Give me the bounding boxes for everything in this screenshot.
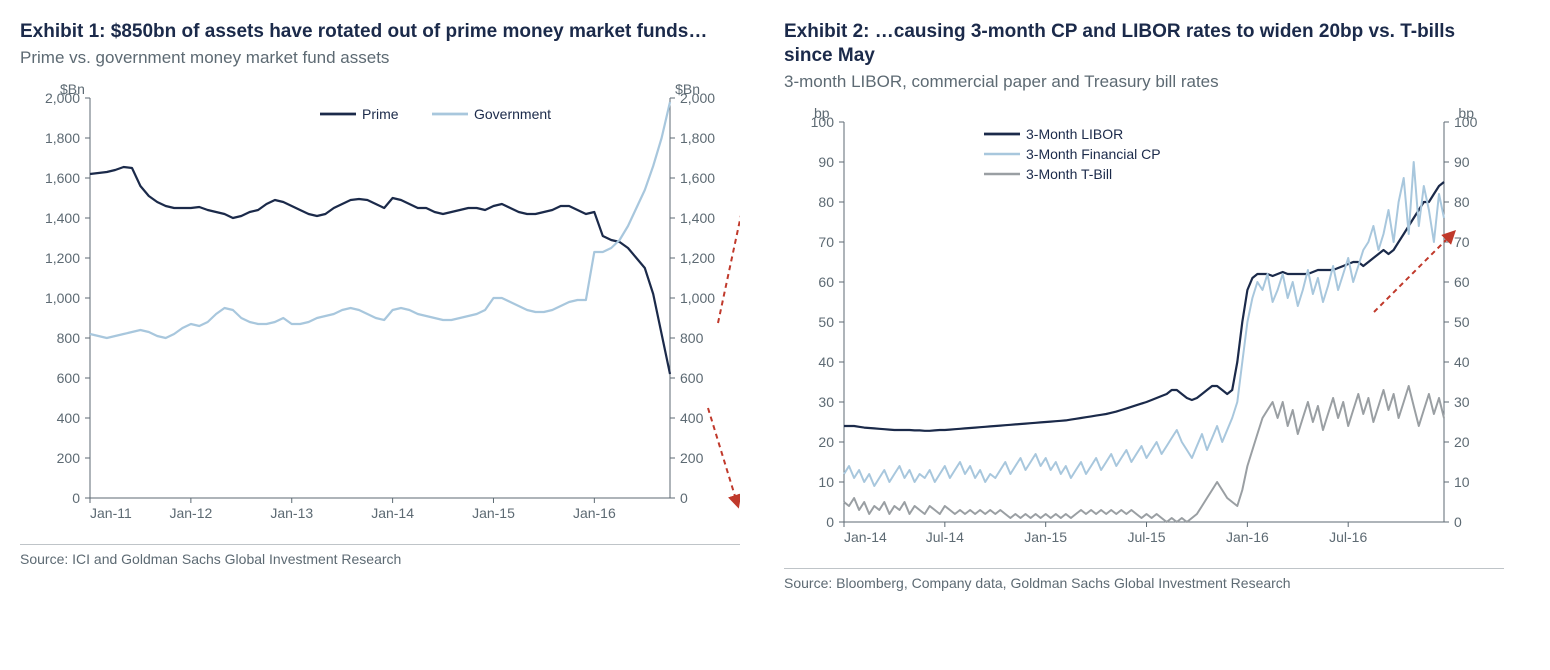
svg-text:400: 400 [680, 410, 704, 426]
svg-text:50: 50 [818, 314, 834, 330]
svg-text:200: 200 [680, 450, 704, 466]
svg-text:70: 70 [1454, 234, 1470, 250]
svg-text:10: 10 [818, 474, 834, 490]
svg-text:Jan-16: Jan-16 [1226, 529, 1269, 545]
exhibit2-source: Source: Bloomberg, Company data, Goldman… [784, 568, 1504, 591]
svg-text:1,000: 1,000 [45, 290, 80, 306]
svg-text:Jan-14: Jan-14 [371, 505, 414, 521]
svg-text:40: 40 [818, 354, 834, 370]
svg-text:80: 80 [818, 194, 834, 210]
svg-text:0: 0 [1454, 514, 1462, 530]
svg-text:3-Month Financial CP: 3-Month Financial CP [1026, 146, 1161, 162]
svg-text:0: 0 [826, 514, 834, 530]
exhibit2-chart: 0010102020303040405050606070708080909010… [784, 102, 1504, 562]
svg-text:600: 600 [680, 370, 704, 386]
svg-text:Government: Government [474, 106, 551, 122]
svg-text:$Bn: $Bn [675, 81, 700, 97]
svg-text:1,200: 1,200 [45, 250, 80, 266]
svg-text:50: 50 [1454, 314, 1470, 330]
svg-text:20: 20 [1454, 434, 1470, 450]
svg-text:Prime: Prime [362, 106, 399, 122]
svg-text:60: 60 [818, 274, 834, 290]
svg-text:Jul-16: Jul-16 [1329, 529, 1367, 545]
exhibit1-source: Source: ICI and Goldman Sachs Global Inv… [20, 544, 740, 567]
svg-text:0: 0 [72, 490, 80, 506]
svg-text:Jan-15: Jan-15 [472, 505, 515, 521]
exhibit2-subtitle: 3-month LIBOR, commercial paper and Trea… [784, 72, 1504, 92]
svg-text:40: 40 [1454, 354, 1470, 370]
svg-text:400: 400 [57, 410, 81, 426]
svg-text:70: 70 [818, 234, 834, 250]
svg-text:Jan-13: Jan-13 [270, 505, 313, 521]
svg-text:800: 800 [680, 330, 704, 346]
svg-text:Jan-15: Jan-15 [1024, 529, 1067, 545]
svg-text:80: 80 [1454, 194, 1470, 210]
svg-text:$Bn: $Bn [60, 81, 85, 97]
svg-text:bp: bp [814, 105, 830, 121]
exhibit-row: Exhibit 1: $850bn of assets have rotated… [20, 20, 1530, 591]
svg-text:0: 0 [680, 490, 688, 506]
svg-text:1,000: 1,000 [680, 290, 715, 306]
svg-text:10: 10 [1454, 474, 1470, 490]
svg-text:3-Month T-Bill: 3-Month T-Bill [1026, 166, 1112, 182]
svg-text:90: 90 [818, 154, 834, 170]
svg-text:Jan-16: Jan-16 [573, 505, 616, 521]
svg-text:3-Month LIBOR: 3-Month LIBOR [1026, 126, 1123, 142]
svg-text:600: 600 [57, 370, 81, 386]
exhibit1-panel: Exhibit 1: $850bn of assets have rotated… [20, 20, 740, 591]
svg-text:Jul-15: Jul-15 [1127, 529, 1165, 545]
svg-text:20: 20 [818, 434, 834, 450]
svg-text:Jul-14: Jul-14 [926, 529, 964, 545]
svg-text:30: 30 [1454, 394, 1470, 410]
exhibit1-subtitle: Prime vs. government money market fund a… [20, 48, 740, 68]
svg-text:1,800: 1,800 [45, 130, 80, 146]
svg-text:200: 200 [57, 450, 81, 466]
svg-text:Jan-14: Jan-14 [844, 529, 887, 545]
svg-text:Jan-12: Jan-12 [169, 505, 212, 521]
svg-text:Jan-11: Jan-11 [90, 505, 132, 521]
svg-text:90: 90 [1454, 154, 1470, 170]
svg-text:1,800: 1,800 [680, 130, 715, 146]
svg-text:1,600: 1,600 [45, 170, 80, 186]
svg-text:30: 30 [818, 394, 834, 410]
exhibit2-panel: Exhibit 2: …causing 3-month CP and LIBOR… [784, 20, 1504, 591]
svg-text:800: 800 [57, 330, 81, 346]
svg-text:1,400: 1,400 [680, 210, 715, 226]
svg-text:1,600: 1,600 [680, 170, 715, 186]
exhibit1-title: Exhibit 1: $850bn of assets have rotated… [20, 20, 740, 44]
svg-text:1,400: 1,400 [45, 210, 80, 226]
svg-text:60: 60 [1454, 274, 1470, 290]
svg-text:1,200: 1,200 [680, 250, 715, 266]
svg-text:bp: bp [1458, 105, 1474, 121]
exhibit1-chart: 0 0 200 200 400 400 600 600 800 800 1,000 1,000 1,20… [20, 78, 740, 538]
exhibit2-title: Exhibit 2: …causing 3-month CP and LIBOR… [784, 20, 1504, 68]
